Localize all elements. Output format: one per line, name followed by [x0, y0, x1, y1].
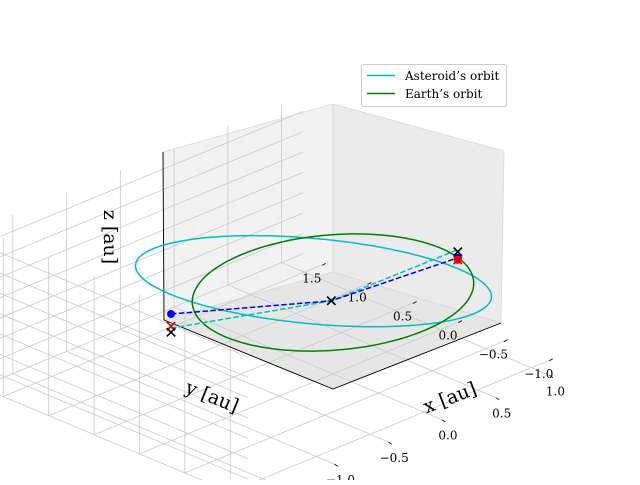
series-1-line — [191, 233, 475, 352]
marker-cross-right — [453, 246, 463, 257]
grid-x-floor — [12, 373, 279, 485]
y-tick-label: −0.5 — [479, 348, 508, 362]
grid-y-floor — [139, 320, 463, 455]
pane-group — [162, 103, 505, 390]
x-axis-label: x [au] — [420, 378, 479, 418]
grid-z-wall — [0, 110, 304, 358]
x-tick-label: −1.0 — [326, 473, 355, 480]
legend-label-asteroid: Asteroid’s orbit — [404, 69, 499, 83]
legend: Asteroid’s orbit Earth’s orbit — [361, 64, 507, 107]
x-tick-label: −0.5 — [380, 451, 409, 465]
marker-cross-left — [166, 327, 176, 338]
x-tick-mark — [441, 419, 446, 423]
x-tick-mark — [387, 441, 392, 445]
grid-z-wall — [0, 192, 304, 439]
grid-z-wall — [0, 253, 304, 485]
grid-z-wall — [0, 212, 304, 460]
marker-cross-right-red — [453, 255, 463, 265]
grid-y-floor — [3, 262, 326, 397]
y-tick-label: −1.0 — [524, 367, 553, 381]
grid-y-floor — [184, 339, 508, 474]
grid-z-wall — [0, 233, 304, 480]
y-tick-mark — [367, 282, 372, 285]
legend-box — [361, 64, 507, 107]
marker-cross-center — [326, 295, 337, 306]
y-tick-mark — [549, 358, 553, 362]
y-tick-label: 0.5 — [393, 310, 412, 324]
tick-group: −1.5−1.0−0.50.00.51.01.51.00.50.0−0.5−1.… — [302, 262, 565, 485]
grid-y-floor — [93, 301, 417, 436]
x-tick-mark — [334, 463, 339, 467]
grid-lines — [0, 103, 553, 485]
y-tick-label: 1.5 — [302, 271, 321, 285]
grid-x-floor — [173, 306, 443, 421]
legend-label-earth: Earth’s orbit — [405, 87, 482, 101]
x-tick-label: 0.0 — [438, 429, 457, 443]
y-tick-mark — [322, 262, 326, 266]
z-axis-label: z [au] — [99, 210, 121, 264]
grid-z-wall — [0, 172, 304, 419]
grid-x-floor — [227, 284, 496, 398]
x-tick-mark — [549, 375, 554, 378]
y-axis-line — [163, 319, 334, 390]
grid-z-wall — [0, 131, 304, 378]
grid-z-wall — [0, 151, 304, 399]
x-tick-label: 0.5 — [492, 407, 511, 421]
marker-dot-left — [167, 309, 176, 318]
y-tick-label: 0.0 — [438, 329, 457, 343]
grid-x-floor — [66, 351, 335, 465]
marker-group — [166, 246, 463, 338]
y-tick-mark — [503, 339, 508, 343]
grid-x-floor — [281, 262, 550, 376]
y-tick-mark — [412, 301, 417, 304]
grid-y-floor — [246, 358, 553, 485]
x-tick-mark — [495, 397, 500, 401]
grid-y-floor — [48, 282, 372, 416]
grid-x-floor — [120, 328, 389, 443]
x-tick-label: 1.0 — [546, 384, 565, 398]
y-tick-mark — [458, 320, 463, 323]
x-axis-line — [332, 322, 502, 390]
